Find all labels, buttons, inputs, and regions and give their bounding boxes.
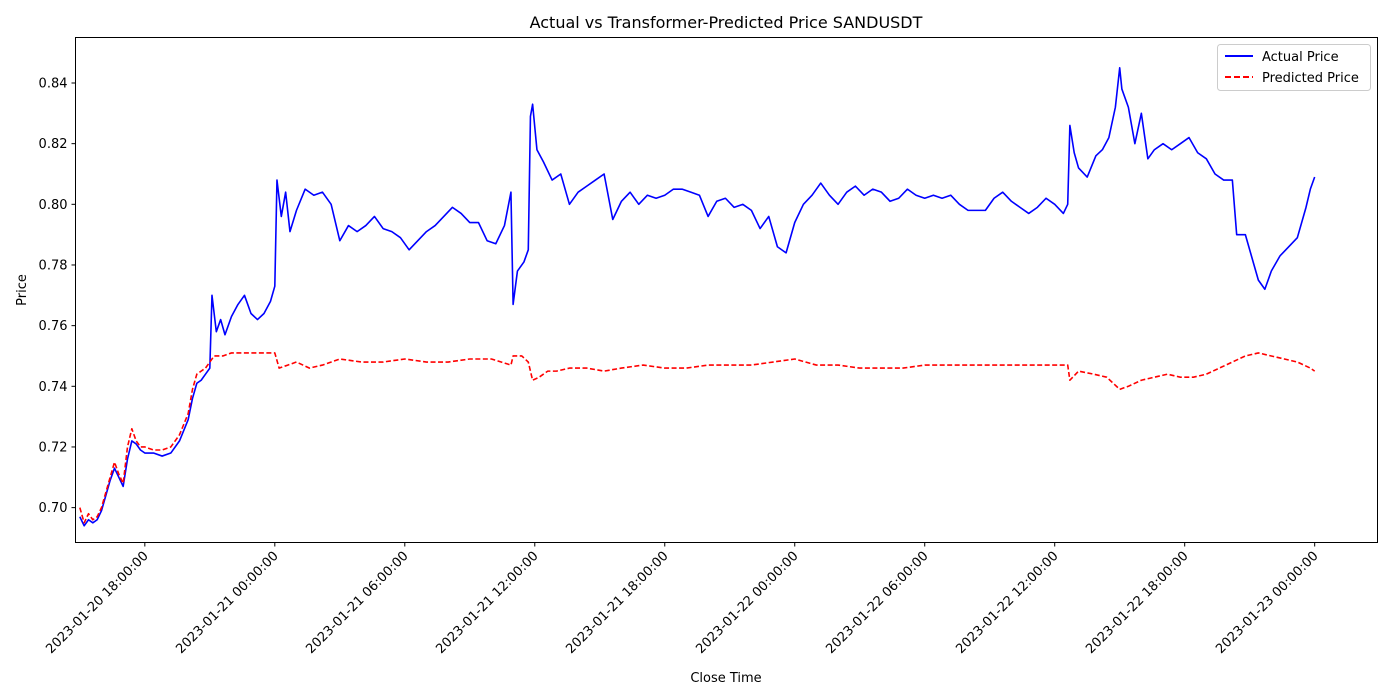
y-axis-label: Price <box>15 274 30 306</box>
y-axis: 0.70 0.72 0.74 0.76 0.78 0.80 0.82 0.84 <box>39 76 76 516</box>
x-tick-label: 2023-01-22 12:00:00 <box>953 549 1061 657</box>
legend-box <box>1217 44 1371 91</box>
x-tick-label: 2023-01-21 12:00:00 <box>433 549 541 657</box>
y-tick-label: 0.78 <box>39 258 68 273</box>
series-layer <box>79 67 1316 527</box>
y-tick-label: 0.76 <box>39 319 68 334</box>
x-tick-label: 2023-01-21 00:00:00 <box>173 549 281 657</box>
y-tick-label: 0.70 <box>39 501 68 516</box>
series-line-predicted <box>79 352 1316 524</box>
legend: Actual Price Predicted Price <box>1217 44 1371 91</box>
x-tick-label: 2023-01-20 18:00:00 <box>43 549 151 657</box>
x-tick-label: 2023-01-22 06:00:00 <box>823 549 931 657</box>
x-tick-label: 2023-01-22 00:00:00 <box>693 549 801 657</box>
y-tick-label: 0.74 <box>39 380 68 395</box>
chart-title: Actual vs Transformer-Predicted Price SA… <box>530 13 923 32</box>
y-tick-label: 0.80 <box>39 198 68 213</box>
legend-label-predicted: Predicted Price <box>1262 71 1359 86</box>
plot-area <box>75 37 1378 543</box>
x-axis: 2023-01-20 18:00:00 2023-01-21 00:00:00 20… <box>43 542 1322 657</box>
x-tick-label: 2023-01-21 06:00:00 <box>303 549 411 657</box>
y-tick-label: 0.82 <box>39 137 68 152</box>
y-tick-label: 0.84 <box>39 76 68 91</box>
x-axis-label: Close Time <box>690 671 761 686</box>
x-tick-label: 2023-01-23 00:00:00 <box>1213 549 1321 657</box>
series-line-actual <box>79 67 1316 527</box>
y-tick-label: 0.72 <box>39 440 68 455</box>
x-tick-label: 2023-01-21 18:00:00 <box>563 549 671 657</box>
plot-frame <box>75 37 1378 543</box>
x-tick-label: 2023-01-22 18:00:00 <box>1083 549 1191 657</box>
legend-label-actual: Actual Price <box>1262 50 1339 65</box>
